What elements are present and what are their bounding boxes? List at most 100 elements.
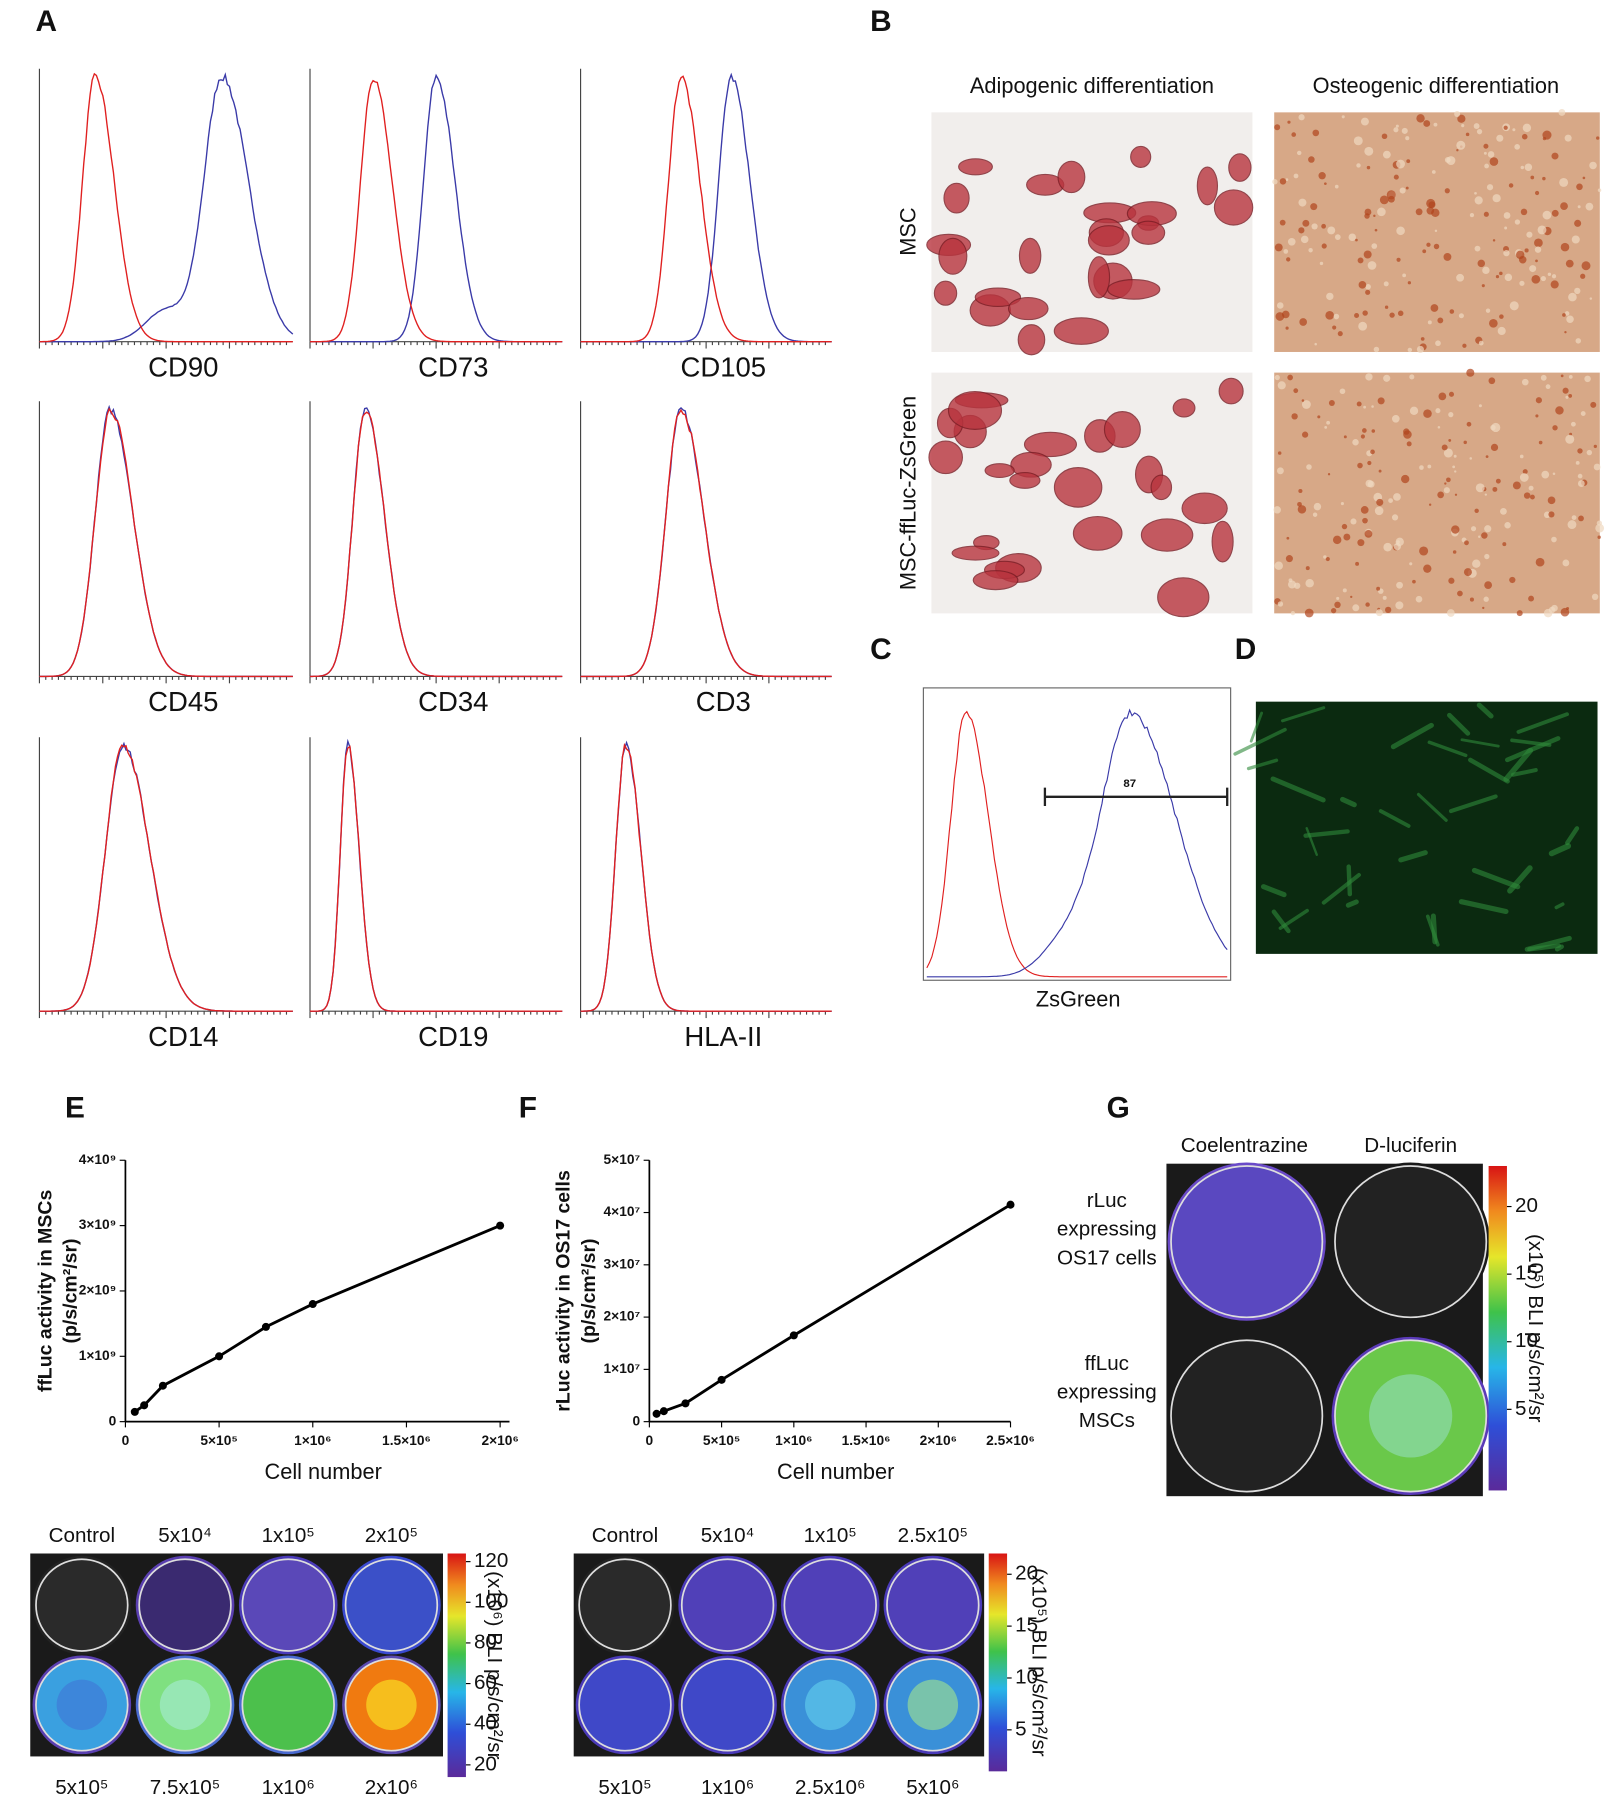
stain-dot bbox=[1552, 472, 1556, 475]
stain-dot bbox=[1547, 272, 1552, 277]
stain-dot bbox=[1403, 428, 1410, 435]
lipid-cluster bbox=[943, 182, 970, 214]
stain-dot bbox=[1530, 175, 1535, 180]
stain-dot bbox=[1500, 507, 1507, 515]
cell bbox=[1303, 829, 1350, 838]
stain-dot bbox=[1499, 271, 1503, 276]
stain-dot bbox=[1334, 601, 1341, 609]
stain-dot bbox=[1341, 115, 1345, 119]
x-axis-label: Cell number bbox=[265, 1459, 382, 1484]
marker-label: CD73 bbox=[418, 351, 488, 382]
stain-dot bbox=[1419, 465, 1424, 470]
panel-label: B bbox=[870, 5, 892, 38]
stain-dot bbox=[1568, 292, 1577, 302]
stain-dot bbox=[1444, 482, 1447, 485]
stain-dot bbox=[1483, 211, 1489, 217]
stain-dot bbox=[1376, 586, 1381, 591]
lipid-cluster bbox=[1140, 518, 1194, 552]
cell bbox=[1460, 738, 1500, 748]
well-label: 5x10⁶ bbox=[906, 1776, 959, 1799]
stain-dot bbox=[1423, 409, 1432, 418]
well bbox=[344, 1558, 439, 1652]
stain-dot bbox=[1383, 374, 1391, 382]
stain-dot bbox=[1448, 577, 1455, 584]
stain-dot bbox=[1503, 212, 1511, 219]
stain-dot bbox=[1285, 178, 1289, 182]
well-label: 2x10⁵ bbox=[365, 1524, 418, 1547]
colorbar bbox=[1488, 1165, 1507, 1491]
marker-label: CD14 bbox=[148, 1021, 218, 1052]
stain-dot bbox=[1378, 469, 1382, 473]
stain-dot bbox=[1373, 346, 1380, 353]
stain-dot bbox=[1545, 384, 1551, 390]
x-tick-label: 0 bbox=[646, 1433, 654, 1448]
point bbox=[130, 1407, 139, 1416]
stain-dot bbox=[1564, 331, 1567, 334]
stain-dot bbox=[1357, 539, 1365, 547]
histogram-red bbox=[926, 710, 1228, 978]
marker-label: HLA-II bbox=[684, 1021, 762, 1052]
marker-label: CD19 bbox=[418, 1021, 488, 1052]
stain-dot bbox=[1540, 374, 1547, 381]
stain-dot bbox=[1383, 542, 1392, 552]
stain-dot bbox=[1484, 525, 1492, 533]
stain-dot bbox=[1291, 413, 1298, 420]
stain-dot bbox=[1492, 239, 1496, 242]
stain-dot bbox=[1444, 188, 1450, 194]
stain-dot bbox=[1596, 136, 1600, 140]
stain-dot bbox=[1451, 525, 1460, 534]
stain-dot bbox=[1489, 318, 1498, 328]
cell bbox=[1416, 792, 1448, 822]
stain-dot bbox=[1277, 451, 1282, 455]
stain-dot bbox=[1336, 596, 1340, 600]
stain-dot bbox=[1558, 109, 1566, 116]
cell bbox=[1458, 899, 1509, 915]
stain-dot bbox=[1396, 257, 1401, 262]
stain-dot bbox=[1474, 196, 1483, 205]
stain-dot bbox=[1574, 219, 1582, 227]
stain-dot bbox=[1308, 156, 1315, 163]
stain-dot bbox=[1354, 313, 1360, 319]
stain-dot bbox=[1504, 521, 1511, 529]
stain-dot bbox=[1530, 494, 1535, 500]
cell bbox=[1321, 872, 1361, 905]
stain-dot bbox=[1343, 435, 1347, 439]
cell bbox=[1565, 826, 1580, 846]
histogram-blue bbox=[310, 738, 563, 1012]
lipid-cluster bbox=[1218, 377, 1244, 405]
row-label: MSC-ffLuc-ZsGreen bbox=[895, 396, 920, 590]
histogram-red bbox=[580, 75, 832, 343]
stain-dot bbox=[1382, 595, 1387, 600]
stain-dot bbox=[1568, 374, 1573, 379]
stain-dot bbox=[1287, 120, 1291, 124]
well bbox=[1369, 1374, 1453, 1458]
stain-dot bbox=[1363, 405, 1366, 409]
point bbox=[261, 1322, 270, 1331]
colorbar-tick-label: 20 bbox=[474, 1752, 497, 1775]
stain-dot bbox=[1406, 159, 1411, 164]
point bbox=[215, 1352, 224, 1361]
stain-dot bbox=[1364, 213, 1370, 219]
lipid-cluster bbox=[933, 280, 958, 306]
stain-dot bbox=[1565, 395, 1569, 399]
stain-dot bbox=[1377, 207, 1386, 217]
stain-dot bbox=[1562, 313, 1566, 317]
stain-dot bbox=[1577, 448, 1583, 454]
cell bbox=[1524, 935, 1572, 952]
colorbar-tick-label: 20 bbox=[1015, 1562, 1038, 1585]
histogram-red bbox=[580, 408, 832, 678]
y-tick-label: 0 bbox=[633, 1413, 641, 1428]
stain-dot bbox=[1516, 250, 1525, 260]
stain-dot bbox=[1330, 608, 1337, 614]
cell bbox=[1305, 827, 1318, 856]
panel-label: A bbox=[36, 5, 58, 38]
stain-dot bbox=[1590, 401, 1597, 408]
stain-dot bbox=[1293, 388, 1299, 394]
lipid-cluster bbox=[1053, 317, 1109, 345]
stain-dot bbox=[1469, 597, 1474, 602]
histogram-red bbox=[310, 745, 563, 1012]
stain-dot bbox=[1381, 133, 1388, 140]
stain-dot bbox=[1274, 561, 1283, 570]
stain-dot bbox=[1396, 226, 1405, 236]
stain-dot bbox=[1485, 308, 1491, 313]
